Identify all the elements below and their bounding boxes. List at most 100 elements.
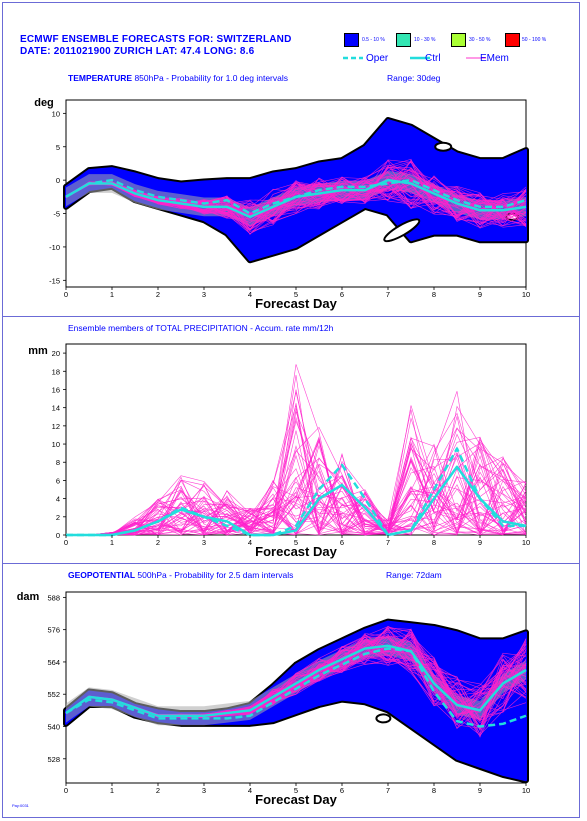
legend-line-emem <box>466 57 486 59</box>
series-oper-2 <box>65 647 527 728</box>
ensemble-member-1-26 <box>66 412 527 536</box>
legend-label-0: 0.5 - 10 % <box>362 37 385 43</box>
xtick-label-2-9: 9 <box>478 786 482 795</box>
legend-swatch-3 <box>505 33 520 47</box>
xlabel-1: Forecast Day <box>255 544 337 559</box>
temp-title-rest: 850hPa - Probability for 1.0 deg interva… <box>132 73 288 83</box>
xtick-label-0-6: 6 <box>340 290 344 299</box>
ensemble-member-1-42 <box>66 392 527 536</box>
ytick-label-0-0: 0 <box>56 176 60 185</box>
series-ctrl-0 <box>65 178 527 219</box>
xtick-label-0-5: 5 <box>294 290 298 299</box>
page-frame <box>2 2 580 818</box>
ytick-label-0--10: -10 <box>49 243 60 252</box>
ytick-label-1-12: 12 <box>52 422 60 431</box>
ytick-label-2-552: 552 <box>47 690 60 699</box>
ytick-label-1-2: 2 <box>56 513 60 522</box>
ensemble-member-1-45 <box>66 389 527 536</box>
probability-band-10-30-2 <box>66 636 526 726</box>
temp-panel-title: TEMPERATURE 850hPa - Probability for 1.0… <box>68 73 288 83</box>
legend-label-3: 50 - 100 % <box>522 37 547 43</box>
xtick-label-1-4: 4 <box>248 538 252 547</box>
ylabel-0: deg <box>34 97 54 109</box>
ensemble-member-1-28 <box>66 452 527 536</box>
xlabel-2: Forecast Day <box>255 792 337 807</box>
ensemble-member-1-46 <box>66 439 527 536</box>
white-hole-1 <box>383 218 421 243</box>
legend-line-oper <box>343 56 363 60</box>
xtick-label-2-6: 6 <box>340 786 344 795</box>
series-ctrl-1 <box>66 465 527 537</box>
xtick-label-1-6: 6 <box>340 538 344 547</box>
series-ctrl-2 <box>65 644 527 717</box>
ytick-label-1-20: 20 <box>52 349 60 358</box>
temp-title-bold: TEMPERATURE <box>68 73 133 83</box>
ytick-label-2-576: 576 <box>47 626 60 635</box>
ensemble-member-1-0 <box>66 410 527 536</box>
xtick-label-2-7: 7 <box>386 786 390 795</box>
ensemble-member-0-43 <box>65 166 527 230</box>
legend-label-2: 30 - 50 % <box>469 37 491 43</box>
ytick-label-2-528: 528 <box>47 755 60 764</box>
xtick-label-2-10: 10 <box>522 786 530 795</box>
ytick-label-0--5: -5 <box>53 210 60 219</box>
ytick-label-1-10: 10 <box>52 440 60 449</box>
xtick-label-2-8: 8 <box>432 786 436 795</box>
geo-panel-title: GEOPOTENTIAL 500hPa - Probability for 2.… <box>68 570 293 580</box>
xtick-label-0-1: 1 <box>110 290 114 299</box>
ytick-label-0-5: 5 <box>56 143 60 152</box>
xtick-label-1-1: 1 <box>110 538 114 547</box>
legend-line-label-2: EMem <box>480 53 509 64</box>
xtick-label-0-9: 9 <box>478 290 482 299</box>
xtick-label-2-1: 1 <box>110 786 114 795</box>
ensemble-member-1-40 <box>66 391 527 536</box>
xtick-label-0-3: 3 <box>202 290 206 299</box>
ensemble-member-0-42 <box>65 181 527 225</box>
header-date-location: DATE: 2011021900 ZURICH LAT: 47.4 LONG: … <box>20 46 255 57</box>
ytick-label-2-564: 564 <box>47 658 60 667</box>
plot-area-1 <box>65 343 527 536</box>
legend-swatch-1 <box>396 33 411 47</box>
xtick-label-2-0: 0 <box>64 786 68 795</box>
xtick-label-1-8: 8 <box>432 538 436 547</box>
xtick-label-1-10: 10 <box>522 538 530 547</box>
ensemble-member-1-33 <box>66 430 527 536</box>
xtick-label-1-9: 9 <box>478 538 482 547</box>
xtick-label-0-2: 2 <box>156 290 160 299</box>
ytick-label-1-8: 8 <box>56 458 60 467</box>
geo-range: Range: 72dam <box>386 570 442 580</box>
ensemble-member-1-12 <box>66 489 527 536</box>
xtick-label-1-2: 2 <box>156 538 160 547</box>
ytick-label-1-0: 0 <box>56 531 60 540</box>
geo-title-rest: 500hPa - Probability for 2.5 dam interva… <box>135 570 294 580</box>
legend-swatch-2 <box>451 33 466 47</box>
xtick-label-0-8: 8 <box>432 290 436 299</box>
white-hole-2 <box>434 141 453 152</box>
xtick-label-0-7: 7 <box>386 290 390 299</box>
ytick-label-1-6: 6 <box>56 476 60 485</box>
ytick-label-2-540: 540 <box>47 723 60 732</box>
temp-range: Range: 30deg <box>387 73 441 83</box>
xtick-label-1-3: 3 <box>202 538 206 547</box>
legend-line-label-0: Oper <box>366 53 389 64</box>
xlabel-0: Forecast Day <box>255 296 337 311</box>
xtick-label-2-5: 5 <box>294 786 298 795</box>
ylabel-1: mm <box>28 345 48 357</box>
xtick-label-1-5: 5 <box>294 538 298 547</box>
ytick-label-1-4: 4 <box>56 495 60 504</box>
xtick-label-2-4: 4 <box>248 786 252 795</box>
legend-line-label-1: Ctrl <box>425 53 441 64</box>
ytick-label-0-10: 10 <box>52 109 60 118</box>
ensemble-member-1-49 <box>66 455 527 536</box>
footer-tag: Pay:0031 <box>12 803 29 808</box>
white-hole-4 <box>375 713 392 724</box>
separator-1 <box>2 316 579 317</box>
separator-2 <box>2 563 579 564</box>
legend-label-1: 10 - 30 % <box>414 37 436 43</box>
ytick-label-1-14: 14 <box>52 404 60 413</box>
xtick-label-1-7: 7 <box>386 538 390 547</box>
ylabel-2: dam <box>17 591 40 603</box>
xtick-label-0-10: 10 <box>522 290 530 299</box>
geo-title-bold: GEOPOTENTIAL <box>68 570 136 580</box>
ensemble-member-1-11 <box>66 476 527 536</box>
